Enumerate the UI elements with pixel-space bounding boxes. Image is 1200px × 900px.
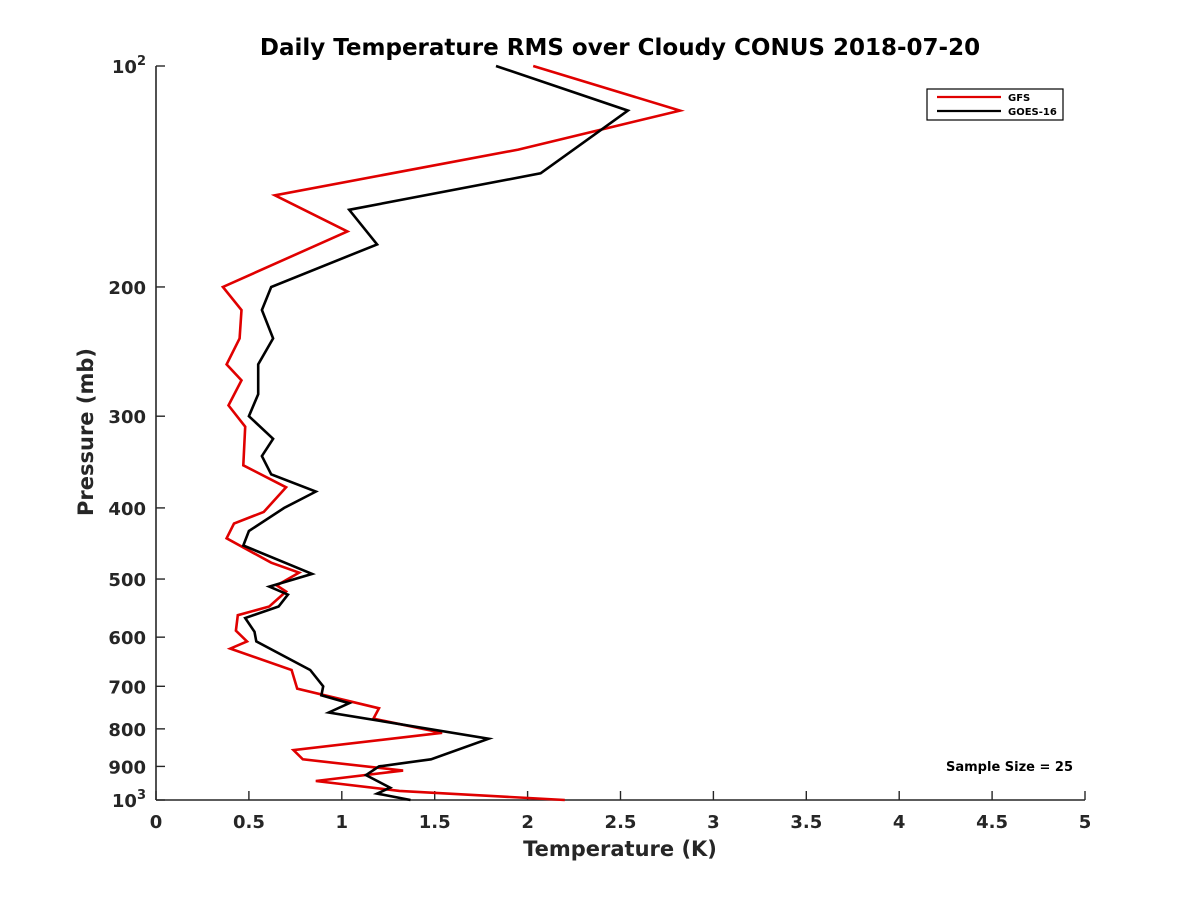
series-line-goes-16 [241, 64, 631, 802]
x-tick-label: 2 [521, 812, 534, 833]
y-tick-label: 900 [108, 757, 146, 778]
x-tick-label: 0 [150, 812, 163, 833]
y-tick-label: 102 [112, 54, 146, 78]
legend-box [926, 88, 1064, 121]
y-tick-label: 400 [108, 499, 146, 520]
y-tick-label: 700 [108, 677, 146, 698]
legend: GFS GOES-16 [926, 88, 1064, 121]
x-tick-label: 2.5 [605, 812, 637, 833]
legend-label-gfs: GFS [1008, 93, 1030, 104]
y-tick-label: 103 [112, 788, 146, 812]
x-tick-label: 4.5 [976, 812, 1008, 833]
series-lines [220, 64, 685, 802]
x-tick-label: 1.5 [419, 812, 451, 833]
x-tick-label: 3 [707, 812, 720, 833]
legend-label-goes-16: GOES-16 [1008, 107, 1057, 118]
x-axis-ticks: 0 0.5 1 1.5 2 2.5 3 3.5 4 4.5 5 [150, 791, 1092, 833]
x-tick-label: 5 [1079, 812, 1092, 833]
x-axis-title: Temperature (K) [523, 837, 717, 861]
series-line-gfs [220, 64, 685, 802]
x-tick-label: 3.5 [790, 812, 822, 833]
y-tick-label: 300 [108, 407, 146, 428]
chart-title: Daily Temperature RMS over Cloudy CONUS … [260, 35, 980, 61]
y-tick-label: 500 [108, 570, 146, 591]
sample-size-annotation: Sample Size = 25 [946, 760, 1073, 775]
x-tick-label: 4 [893, 812, 906, 833]
y-axis-title: Pressure (mb) [74, 348, 98, 516]
y-tick-label: 800 [108, 720, 146, 741]
x-tick-label: 0.5 [233, 812, 265, 833]
y-tick-label: 200 [108, 278, 146, 299]
y-axis-ticks: 102 200 300 400 500 600 700 800 900 103 [108, 54, 165, 812]
x-tick-label: 1 [336, 812, 349, 833]
y-tick-label: 600 [108, 628, 146, 649]
